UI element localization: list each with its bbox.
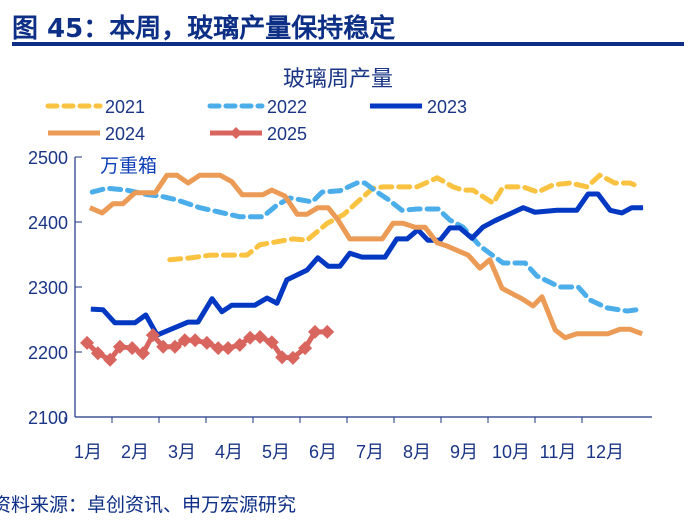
legend-label-2022: 2022: [267, 97, 307, 117]
series-2021-line: [167, 172, 643, 263]
y-tick-label: 2500: [28, 148, 68, 168]
series-2025-marker: [167, 339, 182, 354]
series-2025-marker: [156, 339, 171, 354]
x-tick-label: 2月: [121, 442, 149, 462]
series-2023-line: [90, 191, 644, 338]
x-tick-label: 12月: [586, 442, 624, 462]
legend-marker-2025: [230, 127, 242, 139]
series-2025-marker: [308, 324, 323, 339]
series-2024-line: [88, 172, 644, 341]
series-2025-marker: [112, 339, 127, 354]
series-2025-marker: [177, 333, 192, 348]
x-tick-label: 1月: [74, 442, 102, 462]
legend-label-2025: 2025: [267, 124, 307, 144]
series-2025-marker: [320, 324, 335, 339]
series-2025-marker: [243, 330, 258, 345]
series-2025-marker: [135, 346, 150, 361]
y-tick-label: 2100: [28, 408, 68, 428]
x-tick-label: 8月: [403, 442, 431, 462]
legend-label-2021: 2021: [105, 97, 145, 117]
source-note: 资料来源：卓创资讯、申万宏源研究: [0, 494, 297, 516]
y-tick-label: 2200: [28, 343, 68, 363]
series-2025-marker: [103, 352, 118, 367]
series-2025-marker: [188, 333, 203, 348]
series-2025-marker: [232, 337, 247, 352]
x-tick-label: 3月: [168, 442, 196, 462]
y-tick-label: 2400: [28, 213, 68, 233]
legend-label-2023: 2023: [427, 97, 467, 117]
legend: 2021 2022 2023 2024 2025: [45, 97, 467, 144]
series-2025-marker: [125, 341, 140, 356]
x-tick-label: 9月: [450, 442, 478, 462]
line-chart: 玻璃周产量 2021 2022 2023 2024 2025 万重箱 2100 2200 2…: [28, 67, 652, 462]
series-2025-marker: [199, 335, 214, 350]
series-2025-marker: [285, 350, 300, 365]
series-2025-marker: [221, 341, 236, 356]
series-2022-line: [89, 180, 645, 314]
series-2025-marker: [145, 328, 160, 343]
series-2025-marker: [90, 346, 105, 361]
y-tick-label: 2300: [28, 278, 68, 298]
y-axis-unit: 万重箱: [100, 155, 157, 177]
x-tick-label: 10月: [492, 442, 530, 462]
series-2025-marker: [298, 341, 313, 356]
chart-title: 玻璃周产量: [283, 67, 393, 92]
x-tick-label: 4月: [215, 442, 243, 462]
x-tick-label: 7月: [356, 442, 384, 462]
series-2025-marker: [253, 330, 268, 345]
title-rule: [12, 42, 684, 46]
figure-title: 图 45：本周，玻璃产量保持稳定: [12, 14, 396, 44]
x-tick-label: 6月: [309, 442, 337, 462]
x-tick-label: 11月: [540, 442, 577, 462]
series-2025-marker: [264, 335, 279, 350]
series-2025-marker: [275, 350, 290, 365]
series-2025-marker: [211, 341, 226, 356]
x-tick-label: 5月: [262, 442, 290, 462]
legend-label-2024: 2024: [105, 124, 145, 144]
series-2025-marker: [80, 335, 95, 350]
